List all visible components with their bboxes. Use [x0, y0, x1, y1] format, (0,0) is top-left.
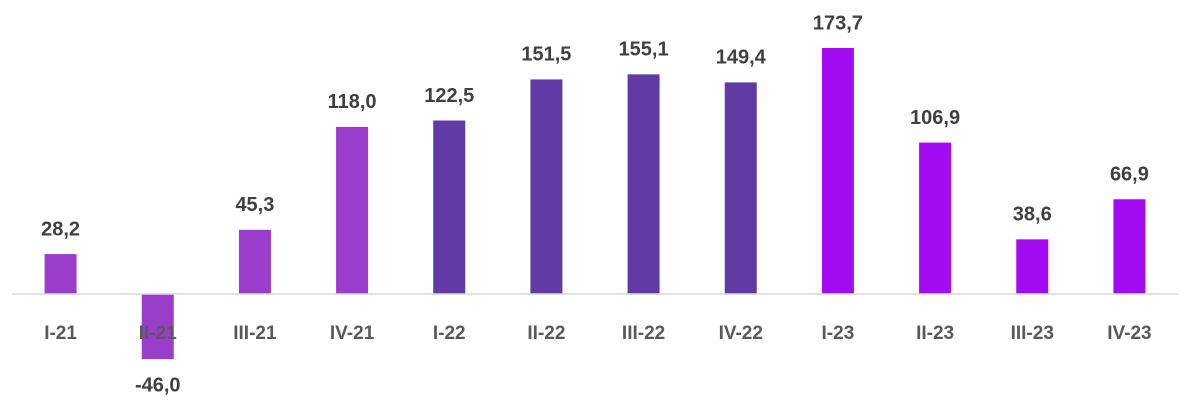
- value-label: 28,2: [41, 218, 80, 240]
- x-tick-label: IV-22: [719, 323, 763, 344]
- x-tick-label: I-21: [44, 323, 77, 344]
- x-tick-label: III-22: [622, 323, 665, 344]
- value-label: 106,9: [910, 107, 960, 129]
- bar: [919, 142, 952, 294]
- x-tick-label: I-23: [822, 323, 855, 344]
- x-tick-label: III-23: [1011, 323, 1054, 344]
- value-label: 45,3: [235, 194, 274, 216]
- value-label: 66,9: [1110, 164, 1149, 186]
- value-label: 149,4: [716, 47, 767, 69]
- bar: [141, 294, 174, 360]
- x-tick-label: II-23: [916, 323, 954, 344]
- x-tick-label: II-22: [527, 323, 565, 344]
- bar: [433, 120, 466, 294]
- bar: [530, 79, 563, 294]
- value-label: 118,0: [328, 91, 377, 113]
- bar: [724, 82, 757, 294]
- bar: [238, 229, 271, 294]
- value-label: 173,7: [813, 12, 863, 34]
- x-tick-label: I-22: [433, 323, 466, 344]
- bar: [336, 126, 369, 295]
- bar: [44, 254, 77, 294]
- x-tick-label: IV-23: [1107, 323, 1151, 344]
- bar: [627, 74, 660, 294]
- value-label: -46,0: [135, 374, 181, 396]
- x-tick-label: III-21: [233, 323, 277, 344]
- x-tick-label: II-21: [139, 323, 177, 344]
- value-label: 38,6: [1013, 204, 1052, 226]
- bar: [821, 48, 854, 294]
- bar: [1016, 239, 1049, 294]
- x-tick-label: IV-21: [330, 323, 375, 344]
- value-label: 151,5: [521, 44, 571, 66]
- value-label: 122,5: [424, 85, 474, 107]
- bar: [1113, 199, 1146, 294]
- value-label: 155,1: [619, 39, 669, 61]
